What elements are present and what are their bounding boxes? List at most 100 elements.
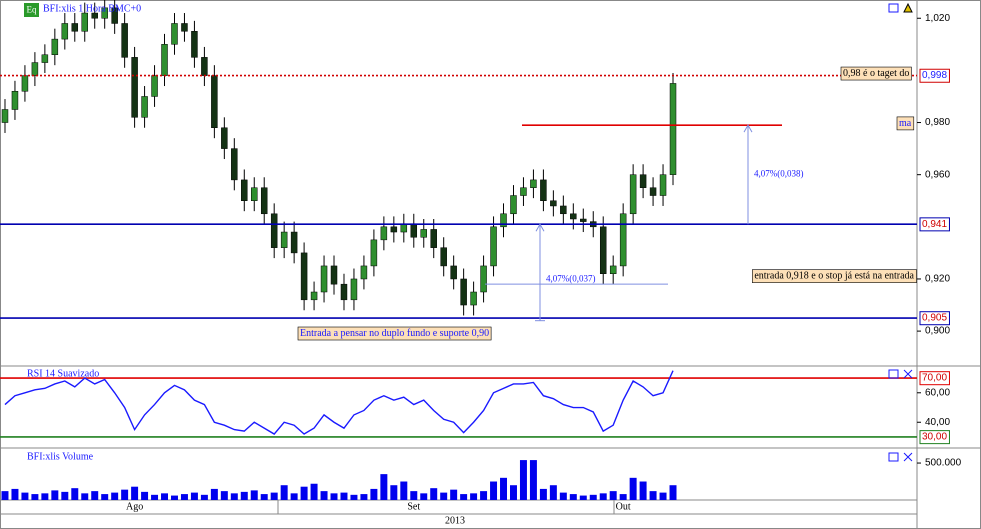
- volume-bar: [190, 492, 198, 500]
- volume-bar: [151, 494, 159, 500]
- candle-body: [141, 96, 148, 118]
- candle-body: [260, 187, 268, 215]
- volume-bar: [430, 488, 438, 500]
- volume-bar: [11, 488, 19, 500]
- volume-bar: [629, 477, 637, 500]
- rsi-panel: [0, 370, 917, 438]
- candle-body: [111, 7, 118, 24]
- level-label: 30,00: [922, 432, 947, 443]
- volume-bar: [410, 491, 418, 500]
- volume-bar: [21, 492, 29, 500]
- volume-bar: [360, 494, 368, 500]
- candle-body: [61, 23, 69, 40]
- volume-bar: [51, 490, 59, 500]
- volume-bar: [500, 477, 508, 500]
- volume-bar: [1, 491, 9, 500]
- candle-body: [450, 265, 457, 280]
- axes: 1,020 0,980 0,960 0,920 0,900 0,998 0,941 0,905…: [126, 13, 962, 526]
- candle-body: [599, 226, 607, 274]
- candle-body: [520, 187, 527, 196]
- candle-body: [530, 179, 537, 188]
- volume-bar: [649, 491, 657, 500]
- candle-body: [181, 23, 188, 32]
- volume-bar: [250, 490, 258, 500]
- alert-icon[interactable]: [903, 2, 913, 13]
- label-box: [919, 311, 950, 326]
- annotation: 0,98 é o taget do: [843, 68, 909, 79]
- candle-body: [629, 174, 637, 215]
- volume-bar: [480, 491, 488, 500]
- close-button[interactable]: [903, 452, 913, 462]
- volume-bar: [200, 494, 208, 500]
- candle-body: [669, 83, 677, 175]
- volume-bar: [260, 494, 268, 500]
- y-tick-label: 40,00: [925, 417, 950, 428]
- candle-body: [480, 265, 487, 293]
- label-box: [919, 217, 950, 232]
- maximize-button[interactable]: [888, 452, 899, 462]
- volume-bar: [579, 495, 587, 500]
- candle-body: [31, 62, 39, 76]
- annotation: entrada 0,918 e o stop já está na entrad…: [754, 271, 914, 282]
- candle-body: [380, 226, 388, 241]
- maximize-button[interactable]: [888, 369, 899, 379]
- annotation-box: [896, 116, 915, 131]
- close-button[interactable]: [903, 369, 913, 379]
- volume-bar: [131, 486, 139, 500]
- volume-bar: [609, 491, 617, 500]
- candle-body: [470, 291, 477, 306]
- candle-body: [540, 179, 547, 201]
- level-label: 0,998: [922, 70, 947, 81]
- candle-body: [310, 291, 318, 301]
- volume-bar: [549, 485, 557, 500]
- candle-body: [201, 57, 208, 76]
- volume-bar: [270, 492, 278, 500]
- candle-body: [231, 148, 238, 181]
- x-tick-label: Ago: [126, 501, 143, 512]
- volume-bar: [420, 493, 428, 500]
- candle-body: [390, 226, 398, 233]
- price-panel: [1, 0, 677, 316]
- volume-bar: [61, 491, 69, 500]
- candle-body: [490, 226, 497, 267]
- candle-body: [270, 213, 278, 248]
- maximize-button[interactable]: [888, 3, 899, 13]
- y-tick-label: 60,00: [925, 387, 950, 398]
- volume-bar: [460, 494, 468, 500]
- y-tick-label: 500.000: [925, 458, 962, 469]
- panel-buttons: [888, 2, 913, 462]
- volume-bar: [619, 494, 627, 500]
- volume-bar: [101, 494, 109, 500]
- volume-bar: [31, 494, 39, 500]
- volume-bar: [71, 488, 79, 500]
- candle-body: [171, 23, 178, 45]
- measure-label: 4,07%(0,037): [546, 274, 596, 284]
- candle-body: [500, 213, 507, 228]
- candle-body: [639, 174, 647, 188]
- candle-body: [400, 223, 408, 233]
- candle-body: [21, 75, 29, 92]
- candle-body: [121, 23, 128, 58]
- candle-body: [151, 75, 158, 97]
- y-tick-label: 0,960: [925, 169, 950, 180]
- y-tick-label: 0,900: [925, 326, 950, 337]
- candle-body: [609, 265, 617, 274]
- volume-bar: [220, 491, 228, 500]
- rsi-line: [4, 370, 674, 435]
- y-tick-label: 0,920: [925, 274, 950, 285]
- candle-body: [161, 44, 168, 76]
- volume-bar: [569, 494, 577, 500]
- volume-bar: [240, 491, 248, 500]
- level-label: 0,905: [922, 313, 947, 324]
- volume-bar: [180, 494, 188, 500]
- volume-bar: [669, 485, 677, 500]
- volume-bar: [599, 493, 607, 500]
- annotation: Entrada a pensar no duplo fundo e suport…: [300, 328, 489, 339]
- panel-title: RSI 14 Suavizado: [27, 368, 99, 379]
- candle-body: [410, 223, 418, 238]
- volume-bar: [490, 481, 498, 500]
- candle-body: [91, 12, 98, 19]
- level-label: 70,00: [922, 373, 947, 384]
- candle-body: [649, 187, 657, 196]
